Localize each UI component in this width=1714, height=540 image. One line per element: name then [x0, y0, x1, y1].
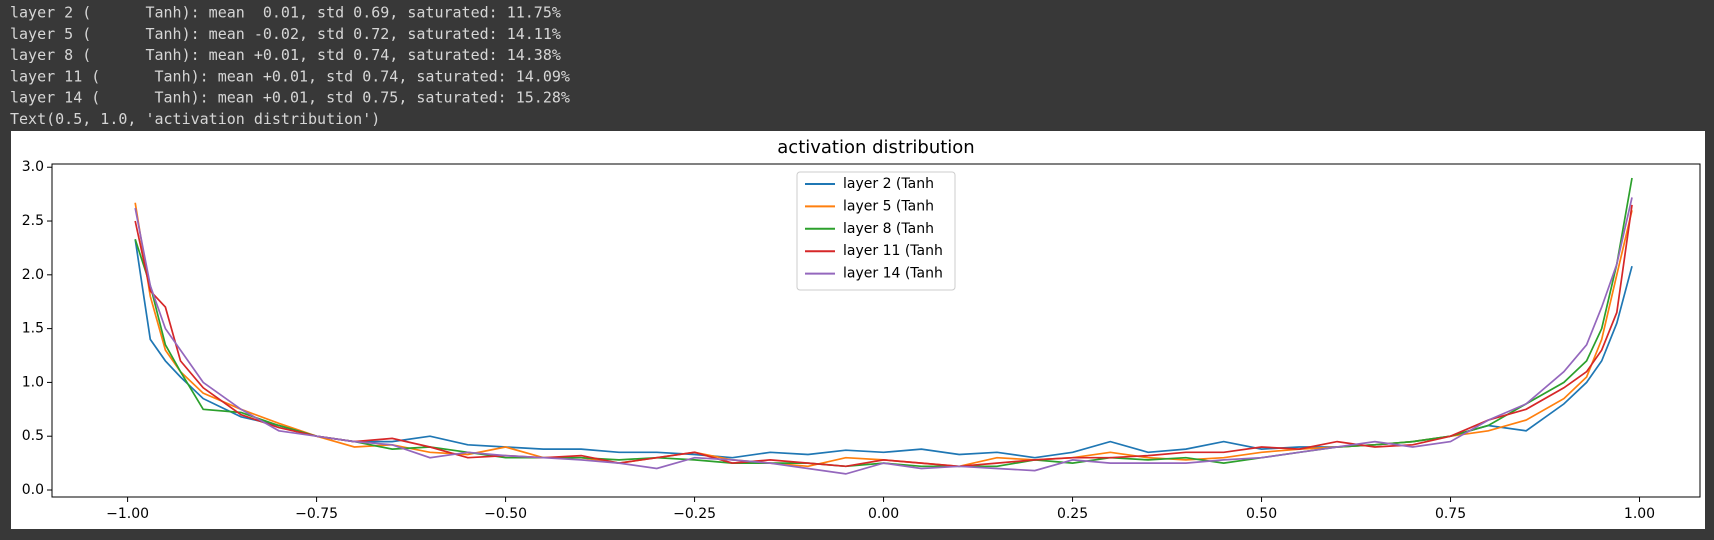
- y-tick-label: 1.5: [22, 321, 44, 337]
- y-tick-label: 0.5: [22, 428, 44, 444]
- x-tick-label: 0.00: [868, 506, 899, 522]
- chart-title: activation distribution: [777, 137, 974, 158]
- output-line: layer 11 ( Tanh): mean +0.01, std 0.74, …: [10, 67, 570, 85]
- x-tick-label: −1.00: [106, 506, 149, 522]
- series-line: [134, 197, 1633, 475]
- y-tick-label: 2.5: [22, 213, 44, 229]
- y-tick-label: 3.0: [22, 159, 44, 175]
- x-tick-label: −0.25: [673, 506, 716, 522]
- output-line: layer 8 ( Tanh): mean +0.01, std 0.74, s…: [10, 46, 561, 64]
- legend-label: layer 11 (Tanh: [843, 243, 943, 259]
- x-tick-label: 0.25: [1057, 506, 1088, 522]
- legend-label: layer 2 (Tanh: [843, 176, 934, 192]
- x-tick-label: −0.75: [295, 506, 338, 522]
- y-tick-label: 0.0: [22, 482, 44, 498]
- output-line: layer 14 ( Tanh): mean +0.01, std 0.75, …: [10, 89, 570, 107]
- legend-label: layer 5 (Tanh: [843, 198, 934, 214]
- legend-label: layer 8 (Tanh: [843, 221, 934, 237]
- legend-label: layer 14 (Tanh: [843, 266, 943, 282]
- output-line: layer 5 ( Tanh): mean -0.02, std 0.72, s…: [10, 25, 561, 43]
- axes-frame: [51, 163, 1701, 498]
- y-tick-label: 1.0: [22, 374, 44, 390]
- x-tick-label: 0.50: [1246, 506, 1277, 522]
- x-tick-label: 0.75: [1435, 506, 1466, 522]
- x-tick-label: 1.00: [1624, 506, 1655, 522]
- output-line: Text(0.5, 1.0, 'activation distribution'…: [10, 110, 380, 128]
- y-tick-label: 2.0: [22, 267, 44, 283]
- legend-box: [796, 171, 956, 291]
- output-line: layer 2 ( Tanh): mean 0.01, std 0.69, sa…: [10, 4, 561, 22]
- x-tick-label: −0.50: [484, 506, 527, 522]
